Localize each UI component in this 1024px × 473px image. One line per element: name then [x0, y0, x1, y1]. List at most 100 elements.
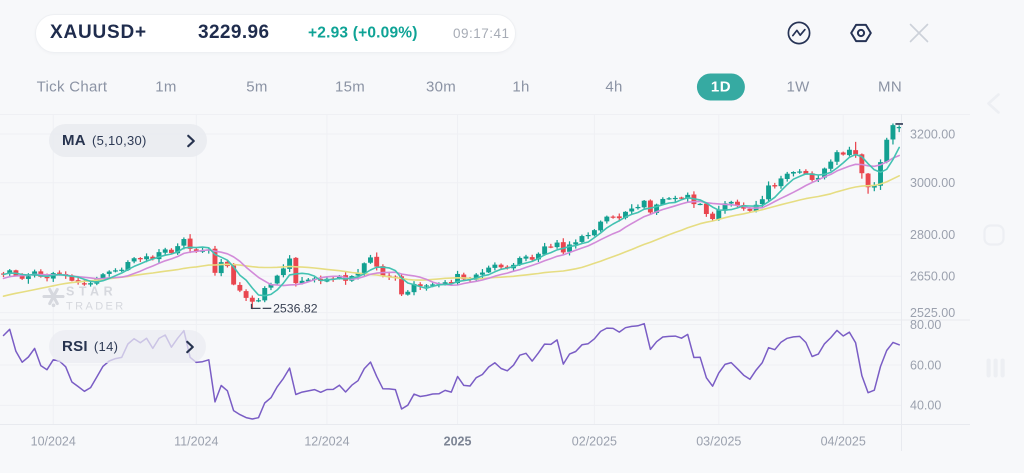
candle-body	[560, 242, 566, 253]
candle-up	[585, 232, 591, 239]
ma10-line	[2, 154, 901, 287]
candle-body	[131, 258, 137, 262]
hexagon-settings-dot	[856, 28, 866, 38]
candle-body	[125, 262, 131, 271]
candle-body	[299, 280, 305, 284]
tab-5m[interactable]: 5m	[246, 78, 268, 96]
candle-up	[871, 182, 877, 192]
candle-body	[529, 257, 535, 260]
candle-up	[113, 268, 118, 273]
candle-body	[629, 208, 635, 212]
candle-body	[548, 246, 554, 248]
candle-body	[641, 200, 647, 208]
candle-body	[591, 230, 597, 236]
candle-up	[672, 195, 678, 202]
indicator-settings-button[interactable]	[848, 20, 874, 46]
rounded-square-tool-icon[interactable]	[983, 224, 1005, 246]
candle-body	[846, 149, 852, 156]
grid-lines	[0, 114, 970, 425]
candle-body	[81, 283, 87, 285]
time-axis-label: 11/2024	[174, 435, 218, 449]
candle-body	[405, 291, 411, 295]
candle-down	[187, 234, 193, 254]
candle-body	[871, 185, 877, 188]
tab-4h[interactable]: 4h	[605, 78, 623, 96]
rsi-axis-label: 80.00	[910, 318, 941, 332]
candle-up	[542, 242, 548, 256]
candle-up	[828, 159, 834, 172]
candle-body	[735, 201, 740, 206]
candle-body	[834, 152, 840, 162]
candle-up	[119, 267, 125, 272]
candle-up	[784, 171, 790, 182]
tab-mn[interactable]: MN	[878, 78, 902, 96]
collapse-panel-chevron-icon[interactable]	[987, 93, 1000, 114]
candle-body	[635, 206, 641, 209]
tab-30m[interactable]: 30m	[425, 78, 457, 96]
candle-down	[710, 211, 716, 222]
tab-1m[interactable]: 1m	[155, 78, 177, 96]
candle-up	[368, 254, 373, 264]
candle-body	[840, 152, 846, 155]
candle-body	[243, 291, 249, 298]
candle-body	[156, 252, 162, 260]
candle-up	[262, 286, 268, 303]
candle-up	[32, 269, 38, 278]
candle-body	[666, 198, 672, 200]
pane-separators	[0, 114, 970, 451]
candle-up	[623, 211, 628, 220]
candle-body	[679, 197, 684, 199]
candle-down	[560, 238, 566, 256]
candle-body	[884, 139, 890, 163]
candle-down	[243, 289, 249, 301]
low-price-annotation: 2536.82	[250, 302, 318, 316]
candlestick-series	[1, 123, 902, 310]
candle-body	[647, 200, 653, 213]
rsi-indicator-chip[interactable]: RSI (14)	[49, 330, 206, 363]
candle-up	[728, 200, 734, 207]
candle-body	[424, 285, 429, 287]
candle-down	[840, 151, 846, 156]
candle-body	[150, 256, 156, 260]
candle-body	[853, 150, 859, 155]
tab-1h[interactable]: 1h	[512, 78, 530, 96]
candle-body	[517, 257, 523, 265]
candle-body	[610, 216, 616, 218]
candle-down	[529, 254, 535, 261]
tab-1d[interactable]: 1D	[696, 73, 746, 101]
candle-body	[399, 276, 405, 295]
right-edge-controls	[983, 93, 1005, 378]
candle-down	[137, 257, 143, 263]
candle-down	[809, 171, 815, 182]
candle-body	[417, 284, 423, 287]
candle-body	[231, 265, 237, 285]
candle-body	[672, 197, 678, 200]
candle-body	[498, 264, 504, 268]
candle-body	[280, 268, 286, 276]
chart-style-button[interactable]	[786, 20, 812, 46]
candle-body	[256, 300, 261, 302]
symbol-name: XAUUSD+	[50, 21, 147, 43]
tab-tick-chart[interactable]: Tick Chart	[36, 78, 108, 96]
time-axis-label: 10/2024	[31, 435, 76, 449]
candle-up	[778, 175, 784, 189]
drawing-bars-tool-icon[interactable]	[986, 358, 1005, 378]
candle-up	[424, 284, 429, 291]
candle-up	[523, 254, 529, 262]
candle-body	[19, 275, 25, 279]
price-axis-label: 3000.00	[910, 176, 955, 190]
bar	[993, 358, 998, 378]
candle-down	[249, 295, 255, 310]
time-axis-label: 03/2025	[696, 435, 741, 449]
close-button[interactable]	[908, 22, 930, 44]
candle-body	[69, 275, 75, 281]
candle-body	[430, 284, 436, 286]
ma-indicator-chip[interactable]: MA (5,10,30)	[49, 124, 207, 157]
candle-body	[759, 199, 765, 205]
chart-plot-area[interactable]	[0, 114, 902, 425]
candle-up	[535, 252, 541, 262]
candle-body	[598, 221, 604, 231]
tab-1w[interactable]: 1W	[786, 78, 810, 96]
rsi-axis-label: 60.00	[910, 358, 941, 372]
tab-15m[interactable]: 15m	[334, 78, 366, 96]
